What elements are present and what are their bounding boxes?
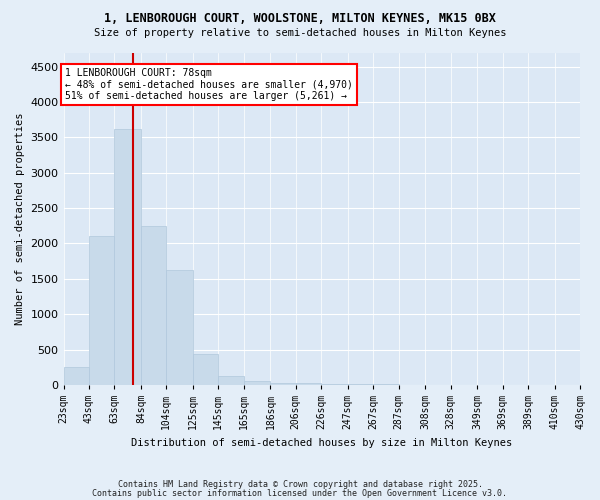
Bar	[89, 236, 114, 385]
Bar	[348, 384, 373, 385]
Bar	[321, 384, 348, 385]
Bar	[296, 384, 321, 385]
Bar	[373, 384, 398, 385]
Bar	[193, 354, 218, 385]
X-axis label: Distribution of semi-detached houses by size in Milton Keynes: Distribution of semi-detached houses by …	[131, 438, 512, 448]
Text: Contains HM Land Registry data © Crown copyright and database right 2025.: Contains HM Land Registry data © Crown c…	[118, 480, 482, 489]
Bar	[166, 270, 193, 385]
Text: 1 LENBOROUGH COURT: 78sqm
← 48% of semi-detached houses are smaller (4,970)
51% : 1 LENBOROUGH COURT: 78sqm ← 48% of semi-…	[65, 68, 353, 102]
Text: 1, LENBOROUGH COURT, WOOLSTONE, MILTON KEYNES, MK15 0BX: 1, LENBOROUGH COURT, WOOLSTONE, MILTON K…	[104, 12, 496, 26]
Bar	[244, 382, 271, 385]
Bar	[64, 367, 89, 385]
Text: Size of property relative to semi-detached houses in Milton Keynes: Size of property relative to semi-detach…	[94, 28, 506, 38]
Bar	[271, 383, 296, 385]
Bar	[114, 129, 141, 385]
Text: Contains public sector information licensed under the Open Government Licence v3: Contains public sector information licen…	[92, 488, 508, 498]
Bar	[141, 226, 166, 385]
Bar	[218, 376, 244, 385]
Y-axis label: Number of semi-detached properties: Number of semi-detached properties	[15, 112, 25, 325]
